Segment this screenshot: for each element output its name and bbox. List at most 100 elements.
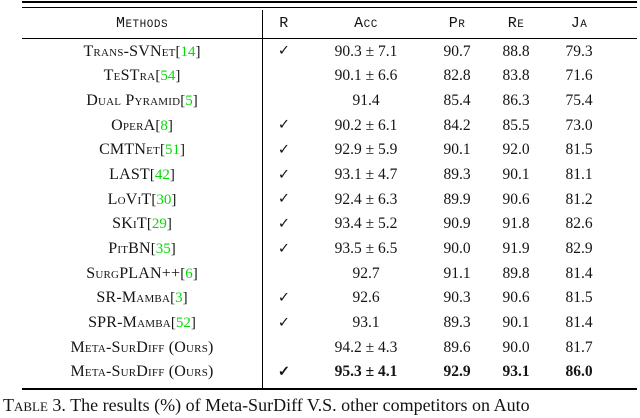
r-checkmark: ✓	[277, 191, 291, 208]
top-rule-inner	[22, 6, 637, 9]
table-row-ours-best: Meta-SurDiff (Ours) ✓ 95.3 ± 4.1 92.9 93…	[22, 360, 637, 385]
method-name: Dual Pyramid	[86, 92, 181, 110]
citation-link[interactable]: 8	[160, 117, 168, 134]
top-rule-outer	[22, 1, 637, 3]
acc-value: 92.9 ± 5.9	[334, 141, 398, 159]
method-name: LAST	[109, 166, 150, 184]
r-checkmark: ✓	[277, 166, 291, 183]
table-row: OperA[8] ✓ 90.2 ± 6.1 84.2 85.5 73.0	[22, 113, 637, 138]
method-name: LoViT	[107, 190, 152, 208]
citation-link[interactable]: 42	[154, 167, 170, 184]
cite-bracket: ]	[179, 142, 185, 159]
cite-bracket: ]	[169, 167, 175, 184]
citation-link[interactable]: 29	[151, 216, 167, 233]
cite-bracket: ]	[190, 315, 196, 332]
pr-value: 90.3	[443, 289, 471, 307]
bottom-rule	[22, 388, 637, 391]
method-cell: SR-Mamba[3]	[22, 289, 262, 307]
cite-bracket: [	[159, 142, 165, 159]
method-name: TeSTra	[103, 67, 156, 85]
citation-link[interactable]: 3	[175, 290, 183, 307]
method-cell: PitBN[35]	[22, 240, 262, 258]
ja-value: 81.4	[565, 314, 593, 332]
r-checkmark: ✓	[277, 117, 291, 134]
pr-value: 90.7	[443, 42, 471, 60]
citation-link[interactable]: 35	[155, 241, 171, 258]
method-cell: Meta-SurDiff (Ours)	[22, 339, 262, 357]
ja-value: 73.0	[565, 116, 593, 134]
r-checkmark: ✓	[277, 141, 291, 158]
ja-value: 81.7	[565, 338, 593, 356]
acc-value: 94.2 ± 4.3	[334, 338, 398, 356]
acc-value: 92.6	[352, 289, 380, 307]
ja-value: 81.1	[565, 166, 593, 184]
pr-value: 90.0	[443, 240, 471, 258]
cite-bracket: ]	[192, 265, 198, 282]
table-row: Dual Pyramid[5] 91.4 85.4 86.3 75.4	[22, 89, 637, 114]
acc-value: 93.1	[352, 314, 380, 332]
cite-bracket: [	[175, 43, 181, 60]
table-row: TeSTra[54] 90.1 ± 6.6 82.8 83.8 71.6	[22, 64, 637, 89]
method-cell: Meta-SurDiff (Ours)	[22, 363, 262, 381]
citation-link[interactable]: 51	[164, 142, 180, 159]
cite-bracket: ]	[167, 117, 173, 134]
method-name: SKiT	[112, 215, 147, 233]
citation-link[interactable]: 14	[180, 43, 196, 60]
re-value: 93.1	[502, 363, 530, 381]
citation-link[interactable]: 6	[185, 265, 193, 282]
header-acc: Acc	[354, 14, 378, 32]
re-value: 90.0	[502, 338, 530, 356]
ja-value: 81.4	[565, 264, 593, 282]
cite-bracket: ]	[171, 191, 177, 208]
cite-bracket: ]	[166, 216, 172, 233]
header-ja: Ja	[570, 14, 588, 32]
cite-bracket: [	[155, 68, 161, 85]
pr-value: 85.4	[443, 92, 471, 110]
r-checkmark: ✓	[277, 363, 291, 380]
citation-link[interactable]: 52	[175, 315, 191, 332]
r-checkmark: ✓	[277, 43, 291, 60]
cite-bracket: ]	[175, 68, 181, 85]
table-row: LAST[42] ✓ 93.1 ± 4.7 89.3 90.1 81.1	[22, 163, 637, 188]
r-checkmark: ✓	[277, 215, 291, 232]
method-cell: OperA[8]	[22, 117, 262, 135]
citation-link[interactable]: 5	[185, 93, 193, 110]
cite-bracket: [	[151, 191, 157, 208]
method-name: PitBN	[108, 240, 151, 258]
method-cell: LAST[42]	[22, 166, 262, 184]
re-value: 88.8	[502, 42, 530, 60]
table-row: SPR-Mamba[52] ✓ 93.1 89.3 90.1 81.4	[22, 311, 637, 336]
method-name: Trans-SVNet	[83, 42, 176, 60]
pr-value: 90.9	[443, 215, 471, 233]
table-row: SKiT[29] ✓ 93.4 ± 5.2 90.9 91.8 82.6	[22, 212, 637, 237]
cite-bracket: [	[170, 315, 176, 332]
citation-link[interactable]: 30	[156, 191, 172, 208]
table-row: LoViT[30] ✓ 92.4 ± 6.3 89.9 90.6 81.2	[22, 187, 637, 212]
acc-value: 93.4 ± 5.2	[334, 215, 398, 233]
acc-value: 95.3 ± 4.1	[334, 363, 398, 381]
table-row: SurgPLAN++[6] 92.7 91.1 89.8 81.4	[22, 261, 637, 286]
method-name: OperA	[111, 116, 156, 134]
ja-value: 82.9	[565, 240, 593, 258]
pr-value: 89.6	[443, 338, 471, 356]
re-value: 90.1	[502, 314, 530, 332]
method-name: CMTNet	[99, 141, 160, 159]
table-body: Trans-SVNet[14] ✓ 90.3 ± 7.1 90.7 88.8 7…	[22, 39, 637, 384]
re-value: 85.5	[502, 116, 530, 134]
cite-bracket: ]	[182, 290, 188, 307]
ja-value: 81.2	[565, 190, 593, 208]
method-cell: Dual Pyramid[5]	[22, 92, 262, 110]
cite-bracket: ]	[170, 241, 176, 258]
method-name: Meta-SurDiff (Ours)	[70, 363, 214, 381]
ja-value: 75.4	[565, 92, 593, 110]
header-r: R	[279, 14, 289, 32]
ja-value: 71.6	[565, 67, 593, 85]
pr-value: 91.1	[443, 264, 471, 282]
method-cell: TeSTra[54]	[22, 67, 262, 85]
ja-value: 86.0	[565, 363, 593, 381]
acc-value: 90.1 ± 6.6	[334, 67, 398, 85]
cite-bracket: [	[180, 265, 186, 282]
citation-link[interactable]: 54	[160, 68, 176, 85]
cite-bracket: ]	[192, 93, 198, 110]
